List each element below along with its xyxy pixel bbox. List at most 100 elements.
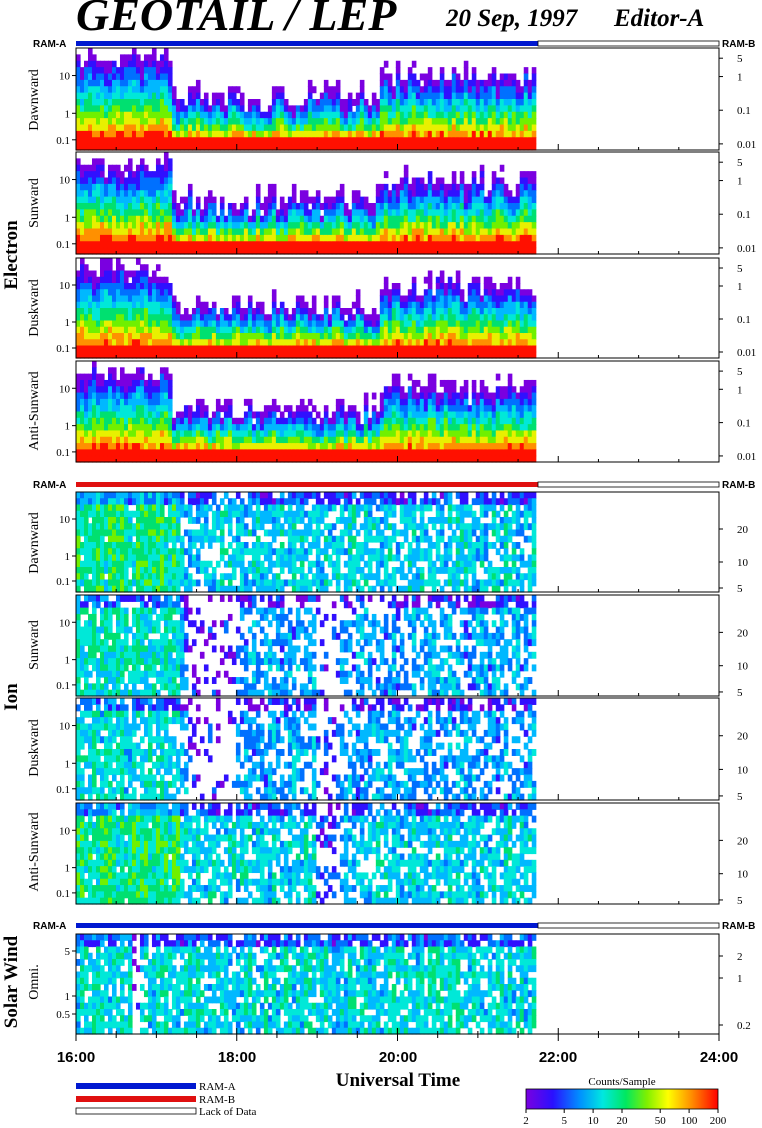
spectrogram-cell <box>99 190 105 198</box>
spectrogram-cell <box>371 143 377 151</box>
spectrogram-cell <box>159 228 165 236</box>
spectrogram-cell <box>359 430 365 438</box>
spectrogram-cell <box>159 92 165 100</box>
spectrogram-cell <box>91 270 97 278</box>
spectrogram-cell <box>84 130 89 138</box>
spectrogram-cell <box>463 301 469 309</box>
spectrogram-cell <box>139 92 145 100</box>
spectrogram-cell <box>131 398 137 406</box>
spectrogram-cell <box>451 411 457 419</box>
spectrogram-cell <box>387 430 393 438</box>
spectrogram-cell <box>375 234 381 242</box>
spectrogram-cell <box>123 443 129 450</box>
spectrogram-cell <box>411 143 417 151</box>
spectrogram-cell <box>355 333 361 340</box>
spectrogram-cell <box>447 417 453 425</box>
spectrogram-cell <box>147 203 153 210</box>
spectrogram-cell <box>155 339 161 347</box>
spectrogram-cell <box>451 111 457 119</box>
spectrogram-cell <box>379 86 385 94</box>
spectrogram-cell <box>127 190 133 198</box>
spectrogram-cell <box>459 301 465 309</box>
spectrogram-cell <box>131 283 137 290</box>
spectrogram-cell <box>267 241 273 249</box>
spectrogram-cell <box>283 339 289 347</box>
spectrogram-cell <box>151 424 157 432</box>
spectrogram-cell <box>343 228 349 236</box>
spectrogram-cell <box>263 196 269 204</box>
spectrogram-cell <box>211 424 217 432</box>
spectrogram-cell <box>203 424 209 432</box>
spectrogram-cell <box>95 234 101 242</box>
spectrogram-cell <box>179 105 185 113</box>
spectrogram-cell <box>435 295 441 303</box>
spectrogram-cell <box>375 430 381 438</box>
spectrogram-cell <box>479 137 485 145</box>
spectrogram-cell <box>419 73 425 81</box>
spectrogram-cell <box>347 234 353 242</box>
spectrogram-cell <box>80 326 85 334</box>
spectrogram-cell <box>243 203 249 210</box>
spectrogram-cell <box>131 247 137 255</box>
spectrogram-cell <box>443 392 449 400</box>
spectrogram-cell <box>91 411 97 419</box>
spectrogram-cell <box>431 86 437 94</box>
spectrogram-cell <box>351 405 357 413</box>
spectrogram-cell <box>467 443 473 450</box>
spectrogram-cell <box>451 228 457 236</box>
spectrogram-cell <box>167 333 173 340</box>
spectrogram-cell <box>299 215 305 223</box>
spectrogram-cell <box>155 386 161 394</box>
spectrogram-cell <box>459 143 465 151</box>
spectrogram-cell <box>447 314 453 322</box>
spectrogram-cell <box>91 130 97 138</box>
y-right-tick-label: 0.01 <box>737 139 756 151</box>
spectrogram-cell <box>199 326 205 334</box>
spectrogram-cell <box>139 320 145 328</box>
spectrogram-cell <box>499 320 505 328</box>
spectrogram-cell <box>411 79 417 87</box>
plot-title: GEOTAIL / LEP <box>76 0 397 40</box>
spectrogram-cell <box>127 54 133 62</box>
spectrogram-cell <box>247 424 253 432</box>
spectrogram-cell <box>423 137 429 145</box>
spectrogram-cell <box>487 345 493 353</box>
spectrogram-cell <box>295 436 301 444</box>
spectrogram-cell <box>135 222 141 230</box>
spectrogram-cell <box>84 164 89 172</box>
spectrogram-cell <box>467 99 473 106</box>
spectrogram-cell <box>191 86 197 94</box>
spectrogram-cell <box>91 196 97 204</box>
spectrogram-cell <box>331 215 337 223</box>
spectrogram-cell <box>175 99 181 106</box>
spectrogram-cell <box>111 203 117 210</box>
spectrogram-cell <box>239 215 245 223</box>
spectrogram-cell <box>107 183 113 191</box>
spectrogram-cell <box>479 196 485 204</box>
spectrogram-cell <box>175 241 181 249</box>
spectrogram-cell <box>255 333 261 340</box>
spectrogram-cell <box>315 339 321 347</box>
spectrogram-cell <box>247 241 253 249</box>
spectrogram-cell <box>387 351 393 359</box>
spectrogram-cell <box>419 143 425 151</box>
spectrogram-cell <box>351 196 357 204</box>
spectrogram-cell <box>439 424 445 432</box>
spectrogram-cell <box>471 436 477 444</box>
spectrogram-cell <box>295 247 301 255</box>
spectrogram-cell <box>139 417 145 425</box>
spectrogram-cell <box>127 308 133 315</box>
spectrogram-cell <box>135 241 141 249</box>
spectrogram-cell <box>495 222 501 230</box>
spectrogram-cell <box>143 92 149 100</box>
spectrogram-cell <box>451 247 457 255</box>
spectrogram-cell <box>103 86 109 94</box>
spectrogram-cell <box>183 137 189 145</box>
spectrogram-cell <box>123 333 129 340</box>
spectrogram-cell <box>91 295 97 303</box>
spectrogram-cell <box>323 203 329 210</box>
spectrogram-cell <box>95 203 101 210</box>
spectrogram-cell <box>499 241 505 249</box>
spectrogram-cell <box>427 215 433 223</box>
spectrogram-cell <box>431 392 437 400</box>
